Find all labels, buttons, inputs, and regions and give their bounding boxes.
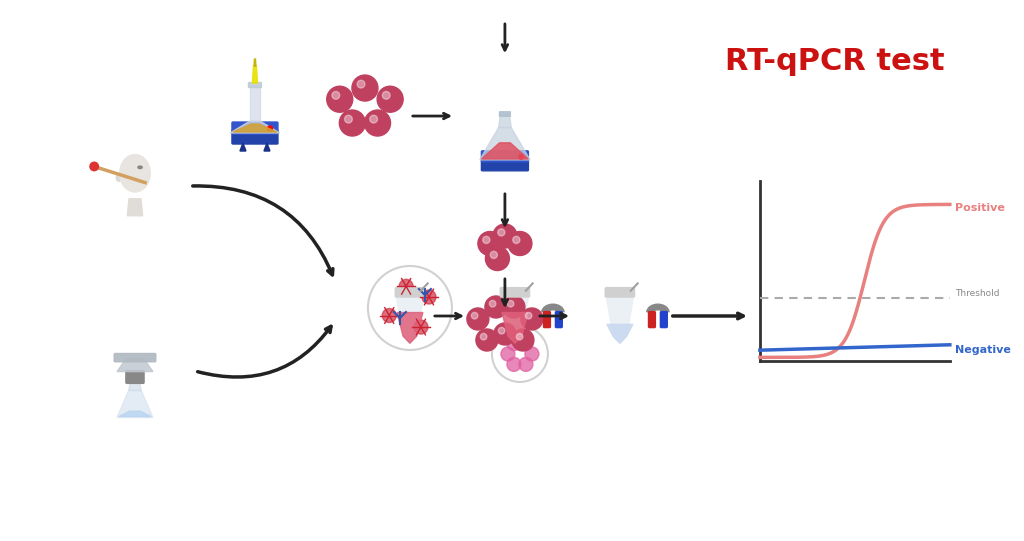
FancyBboxPatch shape bbox=[500, 112, 510, 116]
Circle shape bbox=[485, 247, 509, 270]
Polygon shape bbox=[119, 411, 152, 417]
FancyBboxPatch shape bbox=[395, 288, 425, 297]
FancyBboxPatch shape bbox=[660, 312, 668, 328]
Circle shape bbox=[519, 358, 532, 371]
Circle shape bbox=[507, 358, 521, 371]
Polygon shape bbox=[230, 121, 280, 133]
Polygon shape bbox=[396, 296, 424, 343]
Circle shape bbox=[519, 337, 532, 351]
Text: Positive: Positive bbox=[954, 203, 1005, 213]
Circle shape bbox=[327, 86, 352, 112]
FancyBboxPatch shape bbox=[501, 288, 529, 297]
Circle shape bbox=[480, 333, 487, 340]
Circle shape bbox=[503, 296, 525, 318]
Circle shape bbox=[516, 333, 523, 340]
Polygon shape bbox=[499, 114, 511, 128]
FancyBboxPatch shape bbox=[232, 130, 278, 144]
FancyBboxPatch shape bbox=[605, 288, 635, 297]
FancyBboxPatch shape bbox=[249, 83, 261, 88]
Circle shape bbox=[370, 115, 378, 123]
Polygon shape bbox=[127, 199, 142, 216]
FancyBboxPatch shape bbox=[232, 122, 278, 134]
Polygon shape bbox=[264, 143, 270, 151]
Text: Negative: Negative bbox=[954, 345, 1011, 355]
Polygon shape bbox=[129, 381, 141, 391]
Circle shape bbox=[478, 232, 502, 255]
Circle shape bbox=[368, 266, 452, 350]
FancyBboxPatch shape bbox=[555, 312, 562, 328]
Circle shape bbox=[489, 300, 496, 307]
Circle shape bbox=[339, 110, 366, 136]
Polygon shape bbox=[606, 296, 634, 343]
Polygon shape bbox=[397, 313, 423, 343]
Polygon shape bbox=[253, 66, 257, 83]
Circle shape bbox=[467, 308, 488, 330]
Circle shape bbox=[357, 80, 365, 88]
Circle shape bbox=[490, 252, 498, 259]
Circle shape bbox=[352, 75, 378, 101]
Circle shape bbox=[414, 320, 428, 334]
FancyBboxPatch shape bbox=[544, 312, 551, 328]
Circle shape bbox=[492, 326, 548, 382]
FancyBboxPatch shape bbox=[481, 157, 528, 171]
FancyBboxPatch shape bbox=[115, 353, 156, 362]
Polygon shape bbox=[117, 359, 153, 372]
Circle shape bbox=[493, 224, 517, 248]
Ellipse shape bbox=[120, 155, 151, 192]
Circle shape bbox=[382, 308, 396, 322]
Polygon shape bbox=[479, 128, 530, 160]
FancyBboxPatch shape bbox=[126, 371, 144, 384]
Circle shape bbox=[332, 91, 340, 99]
Circle shape bbox=[471, 312, 478, 319]
Polygon shape bbox=[232, 124, 276, 132]
Circle shape bbox=[508, 232, 531, 255]
Polygon shape bbox=[607, 325, 633, 343]
Circle shape bbox=[422, 290, 436, 304]
Text: RT-qPCR test: RT-qPCR test bbox=[725, 47, 945, 76]
Text: Threshold: Threshold bbox=[954, 289, 999, 299]
Circle shape bbox=[519, 155, 523, 159]
Circle shape bbox=[485, 296, 507, 318]
Polygon shape bbox=[117, 391, 153, 418]
Ellipse shape bbox=[138, 166, 142, 169]
Circle shape bbox=[521, 308, 543, 330]
Circle shape bbox=[365, 110, 390, 136]
Circle shape bbox=[498, 229, 505, 236]
FancyBboxPatch shape bbox=[648, 312, 655, 328]
Circle shape bbox=[399, 279, 413, 293]
Circle shape bbox=[501, 347, 515, 361]
Polygon shape bbox=[254, 59, 256, 66]
Circle shape bbox=[499, 327, 505, 334]
Circle shape bbox=[344, 115, 352, 123]
Circle shape bbox=[90, 162, 98, 171]
FancyBboxPatch shape bbox=[481, 151, 528, 162]
Circle shape bbox=[482, 236, 489, 243]
Circle shape bbox=[377, 86, 403, 112]
Polygon shape bbox=[240, 143, 246, 151]
Circle shape bbox=[525, 347, 539, 361]
Circle shape bbox=[267, 126, 272, 131]
Polygon shape bbox=[502, 296, 528, 343]
Circle shape bbox=[476, 329, 498, 351]
Circle shape bbox=[382, 91, 390, 99]
Polygon shape bbox=[250, 86, 260, 121]
Ellipse shape bbox=[117, 174, 122, 181]
Polygon shape bbox=[502, 313, 528, 343]
Circle shape bbox=[525, 312, 531, 319]
Polygon shape bbox=[481, 143, 528, 159]
Circle shape bbox=[507, 337, 521, 351]
Circle shape bbox=[494, 323, 516, 345]
Circle shape bbox=[512, 329, 534, 351]
Circle shape bbox=[513, 236, 520, 243]
Circle shape bbox=[507, 300, 514, 307]
